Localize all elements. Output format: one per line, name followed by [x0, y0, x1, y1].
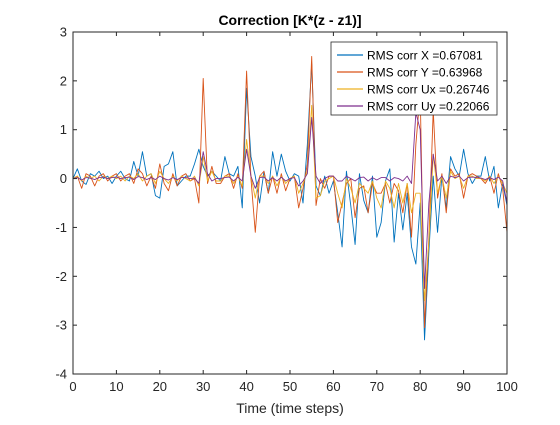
x-tick-label: 70: [370, 379, 384, 394]
y-tick-label: 3: [60, 25, 67, 40]
x-tick-label: 50: [283, 379, 297, 394]
y-tick-label: -2: [55, 269, 67, 284]
series-layer: [72, 55, 508, 341]
legend-label: RMS corr Uy =0.22066: [367, 100, 490, 114]
series-line-4: [72, 112, 508, 289]
y-axis: -4 -3 -2 -1 0 1 2 3: [55, 25, 507, 382]
chart-title: Correction [K*(z - z1)]: [218, 12, 361, 28]
x-tick-label: 60: [326, 379, 340, 394]
x-tick-label: 10: [109, 379, 123, 394]
legend-box: [330, 41, 498, 116]
x-tick-label: 30: [196, 379, 210, 394]
y-tick-label: 2: [60, 73, 67, 88]
x-tick-label: 20: [153, 379, 167, 394]
legend-label: RMS corr Y =0.63968: [367, 66, 483, 80]
x-tick-label: 80: [413, 379, 427, 394]
x-tick-label: 0: [69, 379, 76, 394]
legend-label: RMS corr X =0.67081: [367, 49, 483, 63]
y-tick-label: -4: [55, 367, 67, 382]
y-tick-label: -1: [55, 220, 67, 235]
x-axis: 0 10 20 30 40 50 60 70 80 90 100: [69, 32, 518, 394]
x-axis-label: Time (time steps): [236, 400, 344, 416]
x-tick-label: 100: [496, 379, 518, 394]
x-tick-label: 90: [456, 379, 470, 394]
series-line-1: [72, 63, 508, 341]
legend-label: RMS corr Ux =0.26746: [367, 83, 490, 97]
y-tick-label: -3: [55, 318, 67, 333]
y-tick-label: 0: [60, 171, 67, 186]
legend: RMS corr X =0.67081 RMS corr Y =0.63968 RM…: [330, 41, 498, 116]
x-tick-label: 40: [239, 379, 253, 394]
y-tick-label: 1: [60, 122, 67, 137]
legend-entries: RMS corr X =0.67081 RMS corr Y =0.63968 RM…: [337, 49, 490, 114]
